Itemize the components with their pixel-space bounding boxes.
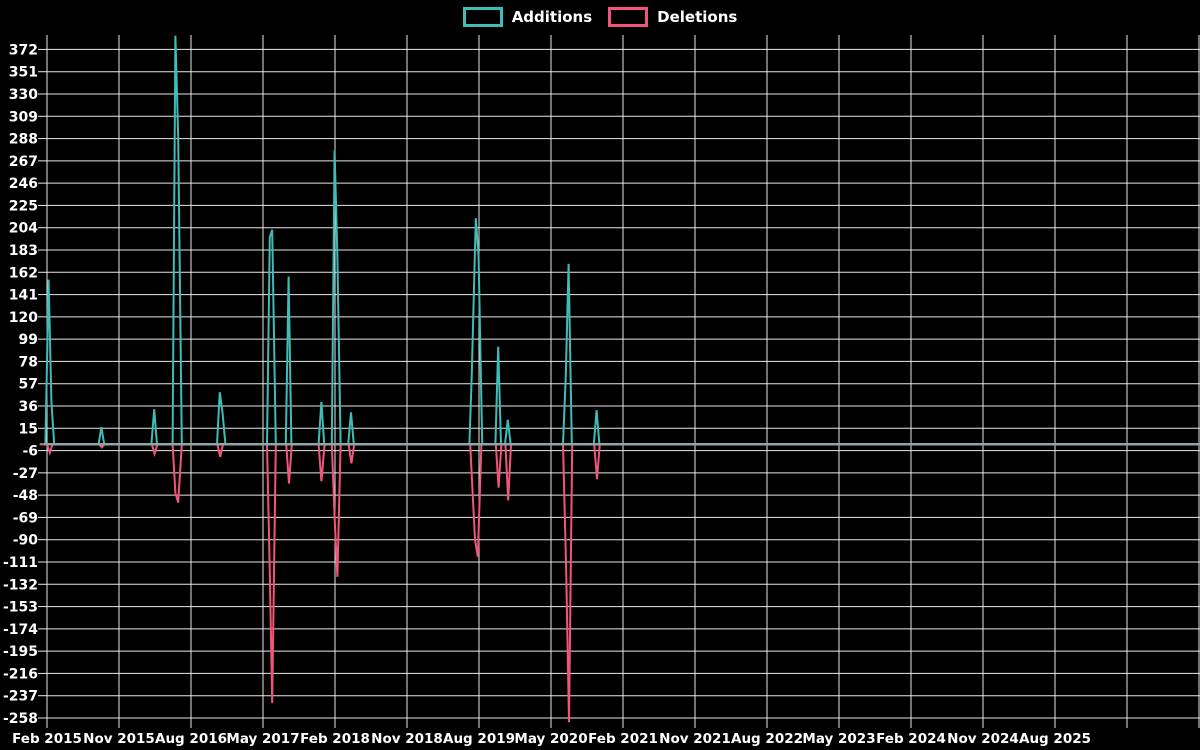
y-tick-label: 330 bbox=[9, 87, 38, 103]
y-tick-label: -237 bbox=[3, 689, 38, 705]
y-tick-label: 162 bbox=[9, 265, 38, 281]
y-tick-label: 288 bbox=[9, 132, 38, 148]
y-tick-label: -27 bbox=[13, 466, 38, 482]
y-tick-label: -69 bbox=[13, 510, 38, 526]
y-tick-label: 57 bbox=[19, 377, 38, 393]
y-tick-label: 183 bbox=[9, 243, 38, 259]
additions-line bbox=[39, 35, 1200, 446]
y-tick-label: 246 bbox=[9, 176, 38, 192]
x-tick-label: Aug 2016 bbox=[155, 731, 227, 747]
x-tick-label: Feb 2024 bbox=[876, 731, 946, 747]
y-tick-label: 120 bbox=[9, 310, 38, 326]
deletions-swatch-icon bbox=[608, 7, 649, 27]
y-tick-label: 204 bbox=[9, 221, 38, 237]
y-tick-label: -111 bbox=[3, 555, 38, 571]
y-tick-label: 36 bbox=[19, 399, 38, 415]
x-tick-label: Feb 2018 bbox=[300, 731, 370, 747]
x-tick-label: Nov 2021 bbox=[659, 731, 731, 747]
x-tick-label: Aug 2022 bbox=[731, 731, 803, 747]
legend-item-additions[interactable]: Additions bbox=[462, 7, 593, 27]
additions-swatch-icon bbox=[462, 7, 503, 27]
y-tick-label: 309 bbox=[9, 109, 38, 125]
y-tick-label: 372 bbox=[9, 42, 38, 58]
x-tick-label: Feb 2021 bbox=[588, 731, 658, 747]
y-tick-label: -132 bbox=[3, 577, 38, 593]
y-tick-label: -48 bbox=[13, 488, 38, 504]
y-tick-label: -153 bbox=[3, 600, 38, 616]
y-tick-label: 351 bbox=[9, 65, 38, 81]
y-tick-label: 141 bbox=[9, 288, 38, 304]
y-tick-label: -6 bbox=[22, 444, 38, 460]
y-tick-label: -90 bbox=[13, 533, 39, 549]
chart-legend: Additions Deletions bbox=[0, 7, 1200, 27]
x-tick-label: Feb 2015 bbox=[12, 731, 82, 747]
y-tick-label: -174 bbox=[3, 622, 38, 638]
x-tick-label: Nov 2018 bbox=[371, 731, 443, 747]
y-tick-label: 15 bbox=[19, 421, 38, 437]
y-tick-label: 78 bbox=[19, 354, 38, 370]
x-tick-label: May 2017 bbox=[226, 731, 299, 747]
deletions-line bbox=[39, 443, 1200, 723]
x-tick-label: Aug 2019 bbox=[443, 731, 515, 747]
legend-item-deletions[interactable]: Deletions bbox=[608, 7, 737, 27]
y-tick-label: -258 bbox=[3, 711, 38, 727]
y-tick-label: 267 bbox=[9, 154, 38, 170]
y-tick-label: 99 bbox=[19, 332, 38, 348]
x-tick-label: May 2020 bbox=[514, 731, 587, 747]
y-tick-label: 225 bbox=[9, 198, 38, 214]
x-tick-label: Nov 2015 bbox=[83, 731, 155, 747]
y-tick-label: -216 bbox=[3, 666, 38, 682]
x-tick-label: Nov 2024 bbox=[947, 731, 1019, 747]
legend-label-deletions: Deletions bbox=[657, 8, 738, 26]
legend-label-additions: Additions bbox=[511, 8, 593, 26]
y-tick-label: -195 bbox=[3, 644, 38, 660]
x-tick-label: May 2023 bbox=[802, 731, 875, 747]
x-tick-label: Aug 2025 bbox=[1019, 731, 1091, 747]
